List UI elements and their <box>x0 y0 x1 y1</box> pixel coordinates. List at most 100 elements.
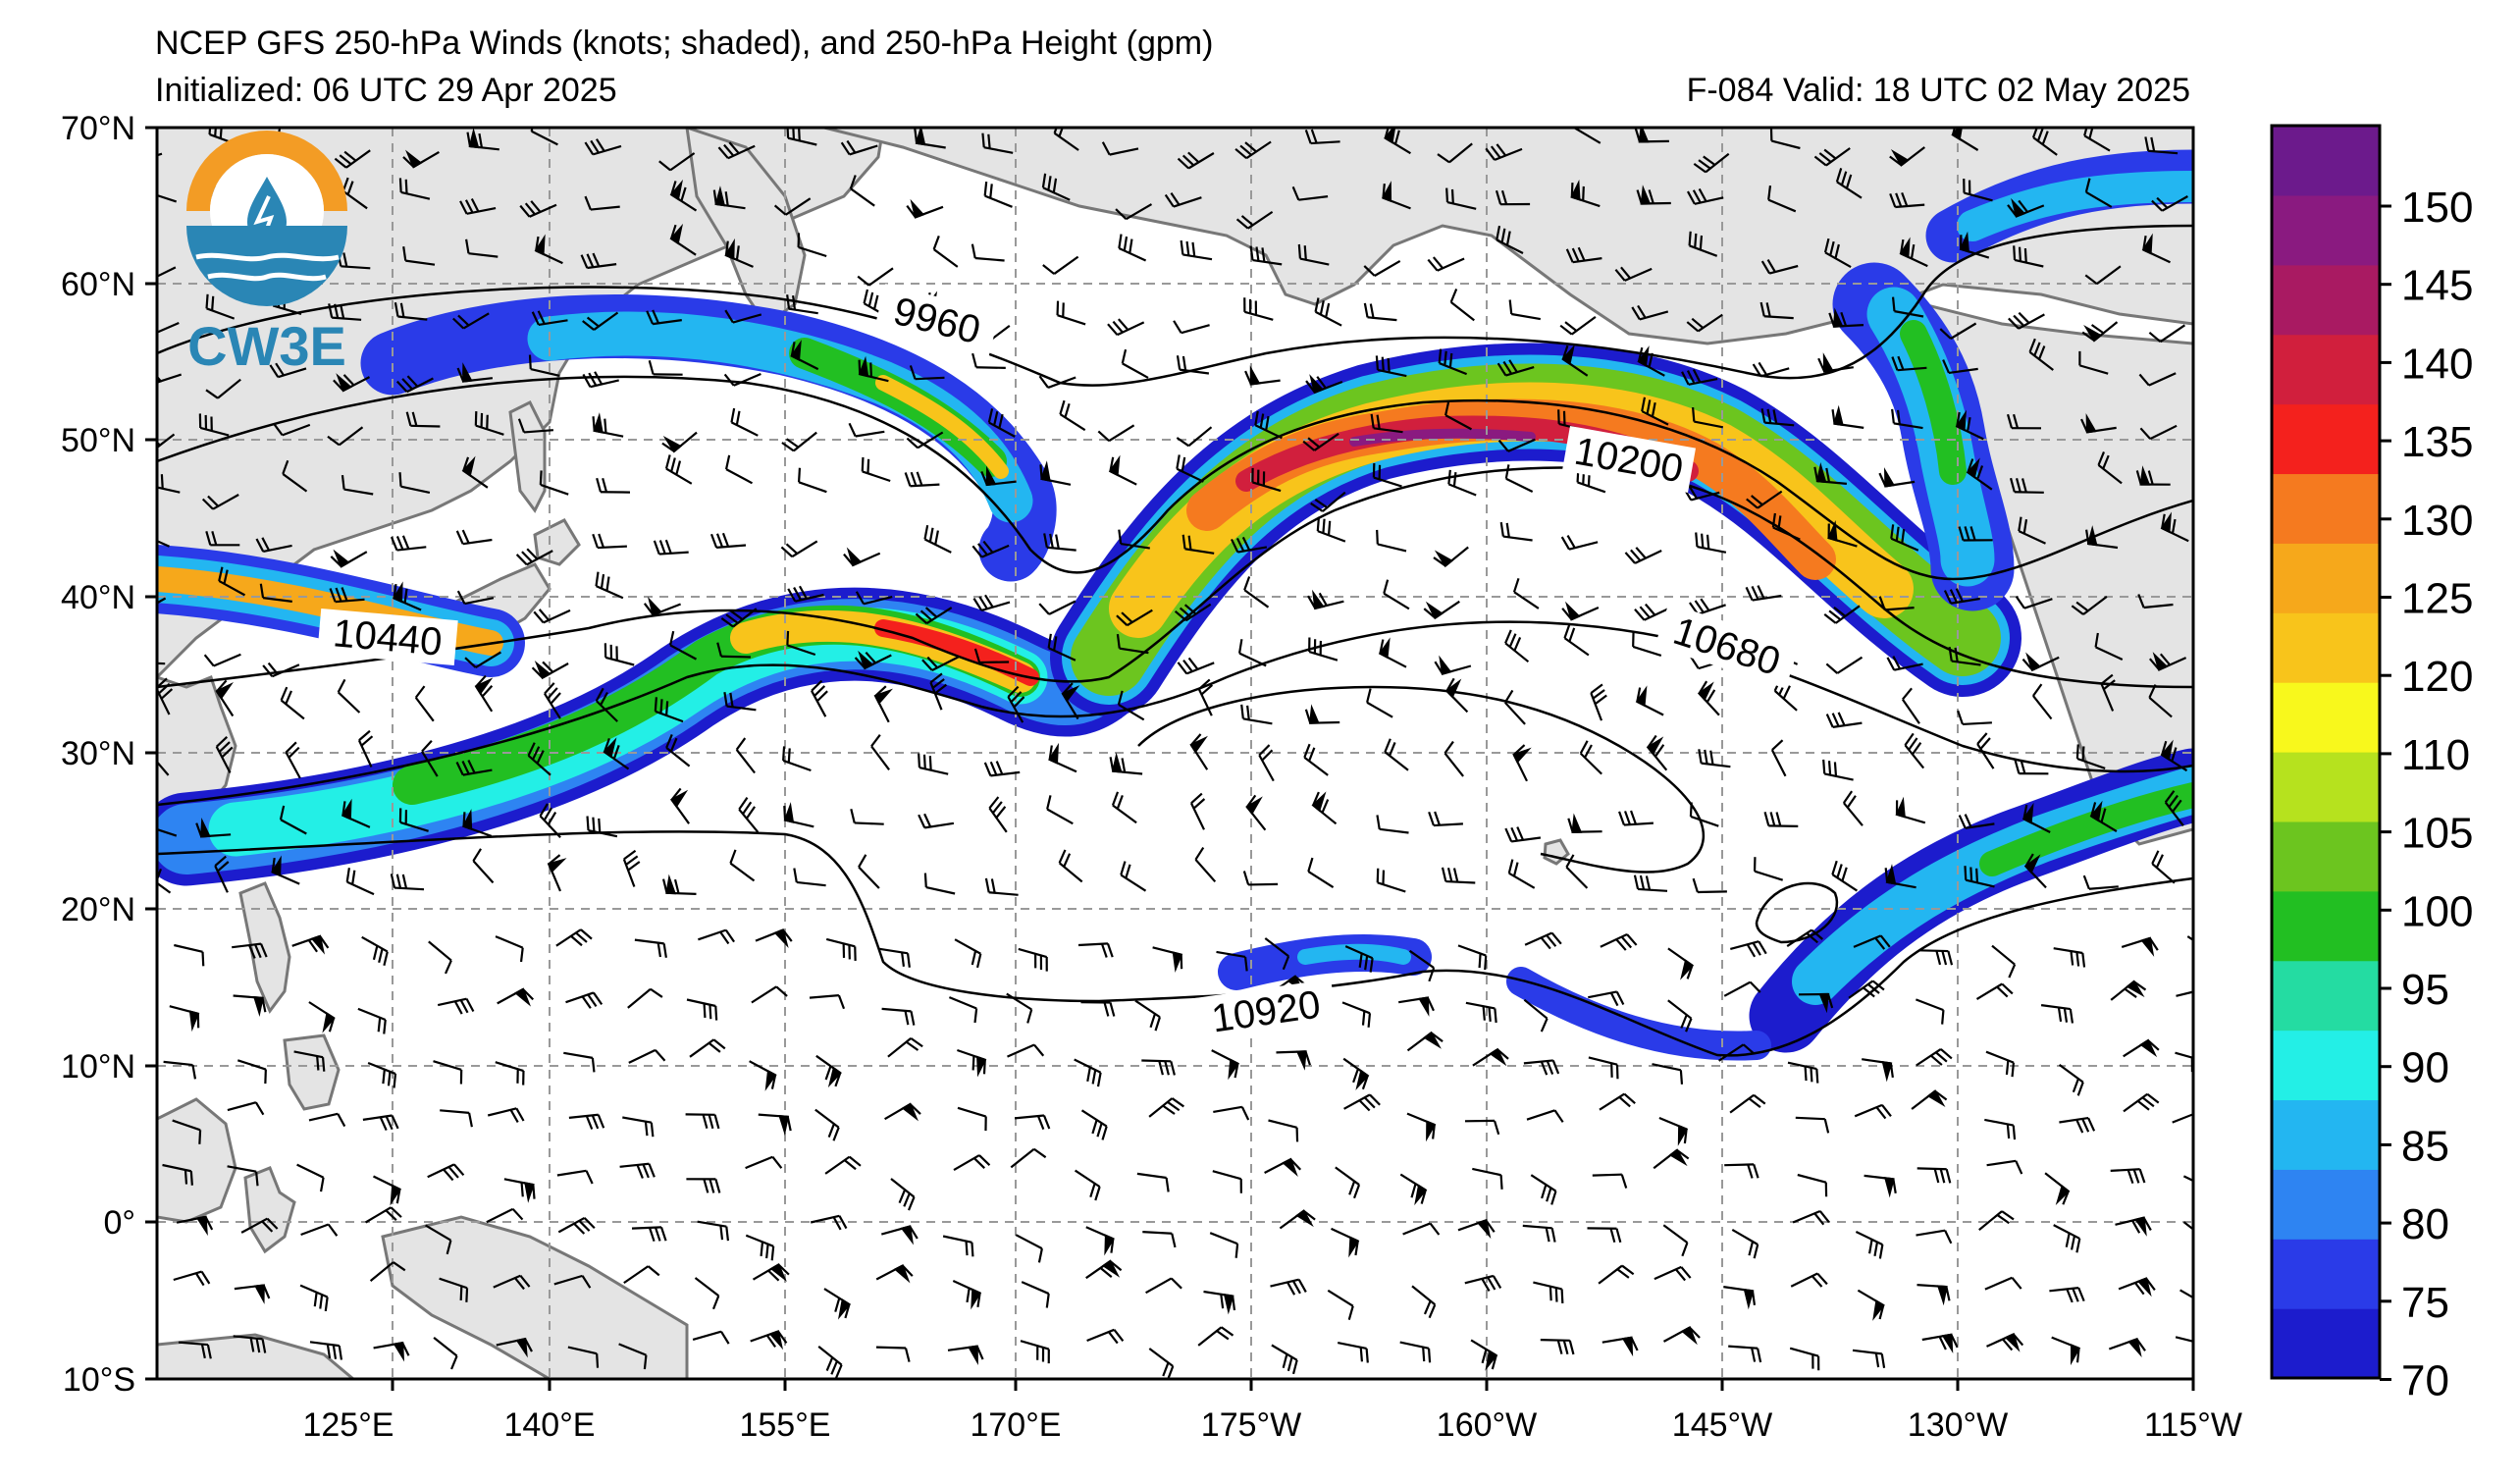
wind-barb <box>503 1178 536 1203</box>
lon-label-175w: 175°W <box>1201 1406 1301 1444</box>
wind-barb <box>1789 1347 1820 1371</box>
wind-barb <box>2085 525 2119 550</box>
wind-barb <box>487 1107 525 1123</box>
wind-barb <box>850 809 884 825</box>
colorbar-label: 140 <box>2401 340 2473 388</box>
colorbar-swatch <box>2272 543 2380 613</box>
wind-barb <box>1512 577 1540 609</box>
wind-barb <box>1109 752 1143 775</box>
wind-barb <box>2053 1224 2081 1253</box>
colorbar-swatch <box>2272 752 2380 822</box>
wind-barb <box>232 942 268 959</box>
wind-barb <box>390 535 427 552</box>
wind-barb <box>2089 800 2118 833</box>
wind-barb <box>218 566 246 597</box>
wind-barb <box>534 234 563 265</box>
wind-barb <box>2110 1168 2146 1185</box>
wind-barb <box>1579 740 1602 775</box>
wind-barb <box>1111 791 1137 824</box>
wind-barb <box>878 947 911 968</box>
wind-barb <box>1598 1264 1635 1285</box>
wind-barb <box>357 729 374 768</box>
wind-barb <box>1688 231 1718 257</box>
colorbar-swatch <box>2272 264 2380 336</box>
wind-barb <box>1472 1167 1503 1190</box>
wind-barb <box>236 1059 267 1085</box>
wind-barb <box>669 630 698 661</box>
map-gridlines <box>157 128 2193 1379</box>
wind-barb <box>811 679 828 717</box>
wind-barb <box>1042 255 1079 275</box>
wind-barb <box>1376 815 1409 834</box>
wind-barb <box>1828 307 1864 328</box>
wind-barb <box>2182 1175 2193 1191</box>
wind-barb <box>854 650 892 670</box>
wind-barb <box>1723 1286 1757 1310</box>
wind-barb <box>1485 143 1523 161</box>
wind-barb <box>2081 321 2119 343</box>
wind-barb <box>1384 738 1409 771</box>
wind-barb <box>1441 867 1476 884</box>
wind-barb <box>631 1226 667 1243</box>
wind-barb <box>697 1220 730 1242</box>
wind-barb <box>1512 744 1532 782</box>
wind-barb <box>1438 348 1468 376</box>
wind-barb <box>215 735 234 773</box>
wind-barb <box>1464 1274 1502 1292</box>
wind-barb <box>1231 536 1268 554</box>
wind-barb <box>357 1007 387 1034</box>
wind-barb <box>402 246 436 266</box>
wind-barb <box>887 1036 923 1058</box>
wind-barb <box>1180 239 1213 261</box>
wind-barb <box>1745 585 1782 602</box>
wind-barb <box>1730 940 1767 958</box>
wind-barb <box>810 1214 848 1231</box>
wind-barb <box>1145 1277 1182 1295</box>
wind-barb <box>1697 680 1720 716</box>
wind-barb <box>1911 1089 1948 1110</box>
wind-barb <box>157 262 177 283</box>
wind-barb <box>2160 511 2189 543</box>
wind-barb <box>556 1169 594 1185</box>
wind-barb <box>1963 179 1993 202</box>
wind-barb <box>1943 588 1980 605</box>
wind-barb <box>1457 944 1488 971</box>
wind-barb <box>439 1277 469 1302</box>
wind-barb <box>909 365 945 381</box>
wind-barb <box>1271 1344 1298 1375</box>
wind-barb <box>1857 1289 1885 1321</box>
map-layers <box>157 128 2193 1379</box>
colorbar-swatch <box>2272 890 2380 962</box>
wind-barb <box>1327 1289 1354 1320</box>
wind-barb <box>2186 935 2193 954</box>
wind-barb <box>1423 600 1460 620</box>
wind-barb <box>904 471 940 488</box>
wind-barb <box>2021 802 2051 833</box>
wind-barb <box>1795 1116 1830 1134</box>
wind-barb <box>233 1335 267 1353</box>
wind-barb <box>433 1060 463 1085</box>
wind-barb <box>157 472 181 494</box>
wind-barb <box>1854 1103 1892 1120</box>
wind-barb <box>1427 256 1465 272</box>
wind-barb <box>1496 359 1535 377</box>
wind-barb <box>341 474 374 496</box>
wind-barb <box>2138 372 2177 387</box>
logo-wave-base <box>186 226 347 306</box>
wind-barb <box>176 1215 214 1237</box>
wind-barb <box>750 1330 788 1351</box>
wind-barb <box>1635 685 1664 716</box>
colorbar-swatch <box>2272 403 2380 475</box>
wind-barb <box>1291 185 1329 201</box>
wind-barb <box>1567 813 1602 833</box>
wind-barb <box>1559 316 1597 336</box>
wind-barb <box>1411 1285 1437 1319</box>
wind-barb <box>1433 546 1469 568</box>
wind-barb <box>1148 1348 1175 1379</box>
wind-barb <box>1563 624 1590 657</box>
wind-barb <box>817 1346 843 1379</box>
wind-barb <box>1916 998 1945 1025</box>
wind-barb <box>738 797 760 833</box>
wind-barb <box>618 1343 648 1370</box>
wind-barb <box>1984 1276 2022 1291</box>
